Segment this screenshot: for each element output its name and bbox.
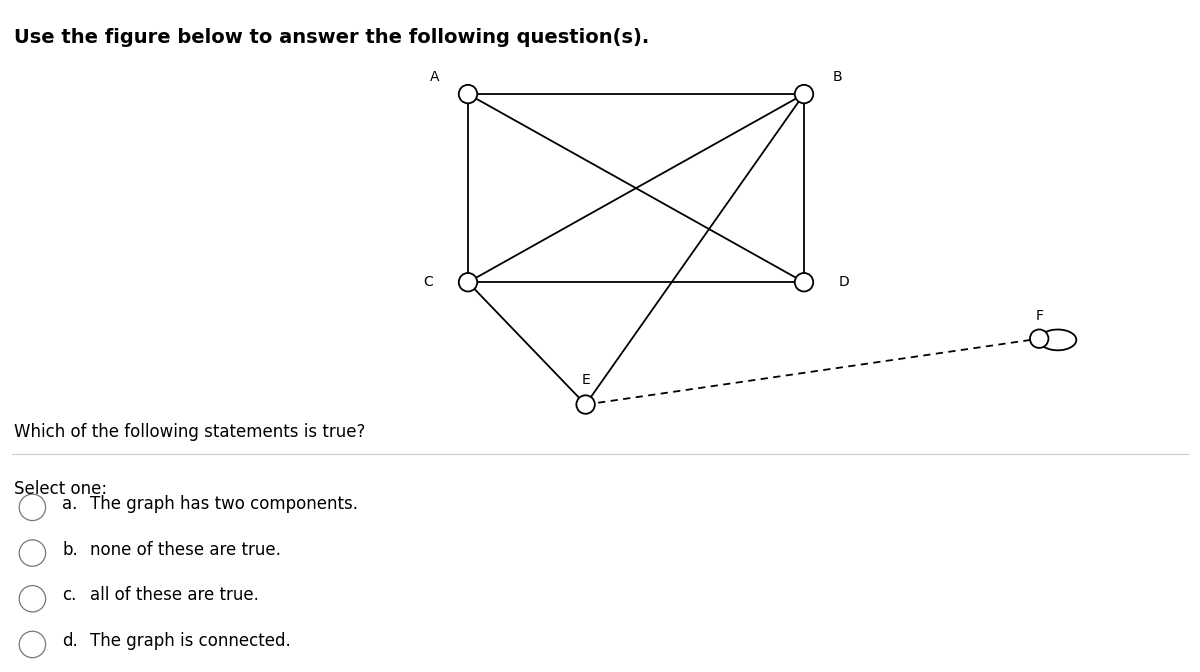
Text: A: A [430,70,439,84]
Ellipse shape [458,273,478,292]
Text: B: B [833,70,842,84]
Ellipse shape [1030,329,1049,348]
Text: d.: d. [62,632,78,650]
Text: all of these are true.: all of these are true. [90,587,259,604]
Text: b.: b. [62,541,78,558]
Text: F: F [1036,309,1043,323]
Ellipse shape [576,395,595,414]
Ellipse shape [458,85,478,103]
Text: The graph has two components.: The graph has two components. [90,495,358,513]
Text: c.: c. [62,587,77,604]
Text: Which of the following statements is true?: Which of the following statements is tru… [14,423,366,442]
Text: none of these are true.: none of these are true. [90,541,281,558]
Ellipse shape [794,85,814,103]
Text: Select one:: Select one: [14,480,108,499]
Text: D: D [839,276,850,289]
Ellipse shape [794,273,814,292]
Text: a.: a. [62,495,78,513]
Text: Use the figure below to answer the following question(s).: Use the figure below to answer the follo… [14,28,649,47]
Text: C: C [422,276,432,289]
Text: E: E [581,373,590,387]
Text: The graph is connected.: The graph is connected. [90,632,290,650]
